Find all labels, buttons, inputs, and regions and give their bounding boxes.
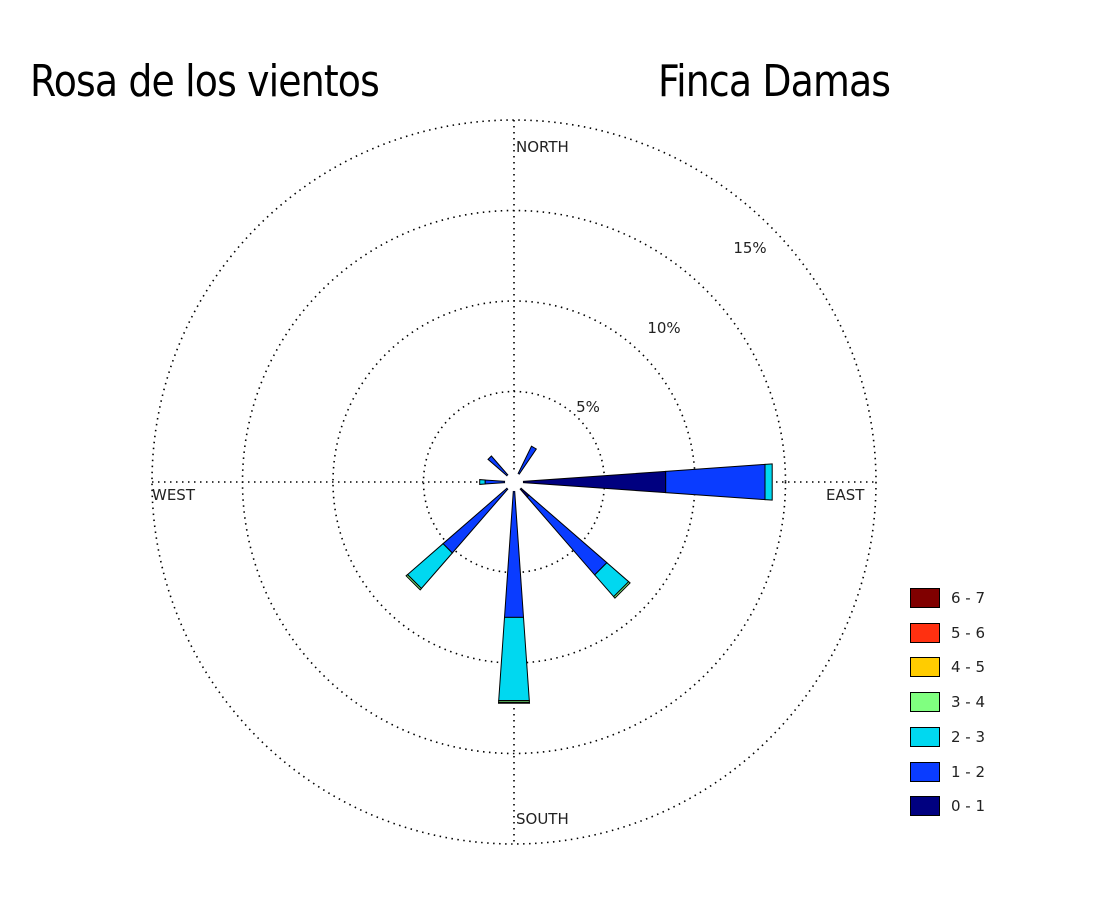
legend-label: 5 - 6 (951, 623, 986, 642)
legend-swatch (910, 796, 940, 817)
ring-label: 10% (647, 319, 680, 337)
petal-180deg-bin-1 (503, 485, 525, 618)
petal-135deg-bin-1 (526, 494, 608, 576)
petal-315deg-bin-1 (487, 455, 512, 480)
direction-label-south: SOUTH (516, 810, 569, 828)
legend-label: 6 - 7 (951, 589, 986, 607)
legend-item: 6 - 7 (910, 588, 1030, 610)
legend-item: 1 - 2 (910, 761, 1030, 784)
petal-135deg-bin-3 (613, 581, 631, 599)
legend-label: 1 - 2 (951, 762, 986, 781)
petal-90deg-bin-2 (764, 463, 773, 501)
legend-swatch (910, 761, 940, 782)
petal-270deg-bin-1 (484, 479, 506, 485)
petal-30deg-bin-1 (516, 445, 538, 477)
legend-item: 4 - 5 (910, 657, 1030, 679)
legend-label: 0 - 1 (951, 797, 986, 816)
legend-swatch (910, 657, 940, 678)
direction-label-north: NORTH (516, 138, 569, 156)
legend-item: 2 - 3 (910, 726, 1030, 749)
legend-item: 0 - 1 (910, 796, 1030, 818)
legend-label: 2 - 3 (951, 727, 986, 746)
ring-label: 15% (733, 239, 766, 257)
legend-item: 3 - 4 (910, 692, 1030, 714)
chart-title: Rosa de los vientos (30, 56, 380, 107)
petal-90deg-bin-0 (513, 470, 667, 494)
legend-swatch (910, 726, 940, 747)
legend-label: 4 - 5 (951, 658, 986, 677)
petal-225deg-bin-1 (442, 483, 513, 554)
legend-swatch (910, 622, 940, 643)
rose-center (505, 473, 523, 491)
direction-label-west: WEST (152, 486, 196, 504)
petal-225deg-bin-3 (405, 573, 423, 591)
petal-90deg-bin-1 (665, 463, 766, 501)
legend-swatch (910, 588, 940, 608)
chart-subtitle: Finca Damas (658, 56, 891, 107)
petal-180deg-bin-2 (498, 616, 530, 701)
ring-label: 5% (576, 398, 600, 416)
petal-180deg-bin-4 (497, 701, 531, 704)
direction-label-east: EAST (826, 486, 865, 504)
legend-label: 3 - 4 (951, 693, 986, 712)
petal-270deg-bin-2 (479, 479, 486, 485)
legend-swatch (910, 692, 940, 713)
legend-item: 5 - 6 (910, 622, 1030, 645)
